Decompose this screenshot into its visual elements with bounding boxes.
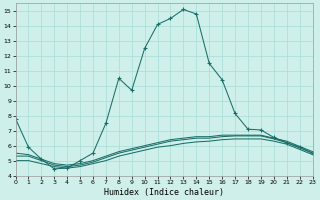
X-axis label: Humidex (Indice chaleur): Humidex (Indice chaleur) — [104, 188, 224, 197]
